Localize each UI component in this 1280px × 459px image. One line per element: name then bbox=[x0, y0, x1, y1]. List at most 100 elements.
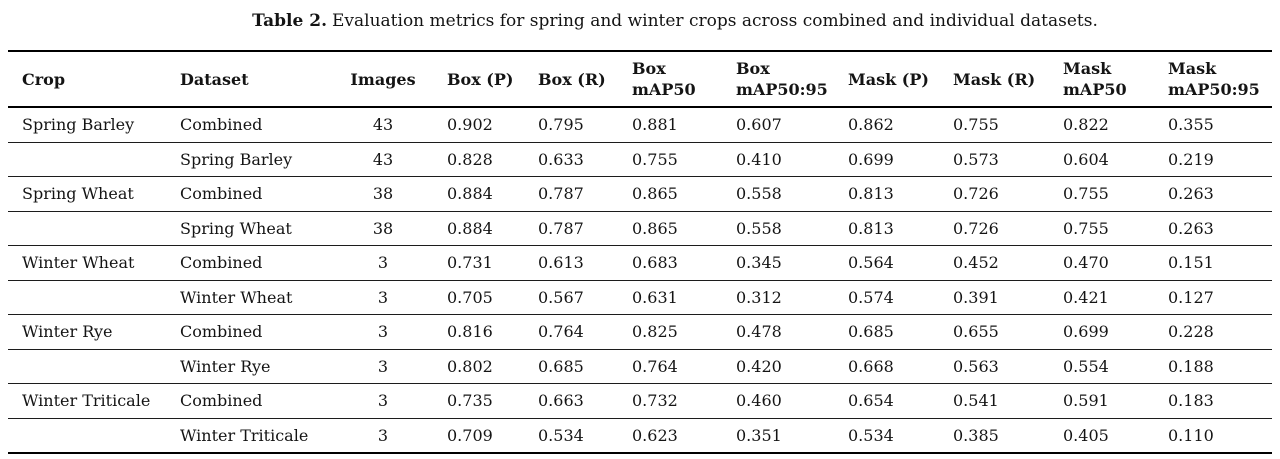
table-row: Winter Triticale 3 0.709 0.534 0.623 0.351 0.5… bbox=[8, 418, 1272, 453]
table-cell: Winter Wheat bbox=[8, 245, 166, 281]
table-cell: 38 bbox=[333, 211, 433, 246]
table-cell: 0.902 bbox=[433, 107, 524, 143]
evaluation-metrics-table: Crop Dataset Images Box (P) Box (R) Box mAP50… bbox=[8, 50, 1272, 454]
table-cell: Combined bbox=[166, 383, 333, 419]
table-cell: 0.312 bbox=[722, 280, 834, 315]
column-header-1: Dataset bbox=[166, 51, 333, 108]
table-cell bbox=[8, 142, 166, 177]
table-cell: 0.420 bbox=[722, 349, 834, 384]
table-cell: 0.685 bbox=[524, 349, 618, 384]
table-cell: 0.534 bbox=[848, 425, 894, 445]
table-cell: 0.470 bbox=[1049, 245, 1154, 281]
table-cell: 0.685 bbox=[834, 314, 939, 350]
table-cell: Winter Rye bbox=[8, 314, 166, 350]
table-cell: 0.110 bbox=[1168, 425, 1214, 445]
table-cell: 43 bbox=[333, 142, 433, 177]
table-cell: 0.574 bbox=[834, 280, 939, 315]
table-cell: 0.219 bbox=[1154, 142, 1272, 177]
table-cell: 0.884 bbox=[433, 176, 524, 212]
table-cell: 0.391 bbox=[939, 280, 1049, 315]
column-header-3: Box (P) bbox=[433, 51, 524, 108]
table-cell: 0.683 bbox=[618, 245, 722, 281]
table-cell: 3 bbox=[333, 314, 433, 350]
table-caption-text: Evaluation metrics for spring and winter… bbox=[332, 11, 1098, 31]
column-header-2: Images bbox=[333, 51, 433, 108]
table-caption-label: Table 2. bbox=[252, 11, 327, 31]
table-row: Winter Wheat 3 0.705 0.567 0.631 0.312 0.574 0.… bbox=[8, 280, 1272, 315]
table-cell: 3 bbox=[333, 383, 433, 419]
table-cell: 0.828 bbox=[433, 142, 524, 177]
column-header-4: Box (R) bbox=[524, 51, 618, 108]
table-row: Winter Rye 3 0.802 0.685 0.764 0.420 0.668 0.56… bbox=[8, 349, 1272, 384]
table-cell: 0.787 bbox=[524, 176, 618, 212]
table-cell: 0.558 bbox=[722, 176, 834, 212]
table-cell bbox=[8, 418, 166, 453]
table-cell: 0.699 bbox=[1049, 314, 1154, 350]
column-header-6: Box mAP50:95 bbox=[722, 51, 834, 108]
table-cell: 0.884 bbox=[433, 211, 524, 246]
table-cell: 0.865 bbox=[618, 176, 722, 212]
table-cell: 0.755 bbox=[1049, 176, 1154, 212]
table-cell: 0.573 bbox=[939, 142, 1049, 177]
table-row: Spring Barley 43 0.828 0.633 0.755 0.410 0.699… bbox=[8, 142, 1272, 177]
table-cell: 0.802 bbox=[433, 349, 524, 384]
table-cell: 0.755 bbox=[618, 142, 722, 177]
table-cell: Spring Barley bbox=[8, 107, 166, 143]
table-cell: 0.591 bbox=[1049, 383, 1154, 419]
column-header-0: Crop bbox=[8, 51, 166, 108]
table-cell: 0.755 bbox=[1049, 211, 1154, 246]
table-cell: 3 bbox=[333, 280, 433, 315]
table-row: Spring Barley Combined 43 0.902 0.795 0.881 0.… bbox=[8, 107, 1272, 143]
column-header-9: Mask mAP50 bbox=[1049, 51, 1154, 108]
table-cell: 0.825 bbox=[618, 314, 722, 350]
table-caption: Table 2. Evaluation metrics for spring an… bbox=[0, 0, 1280, 50]
table-cell: 0.862 bbox=[834, 107, 939, 143]
table-cell: 0.822 bbox=[1049, 107, 1154, 143]
table-cell: 0.554 bbox=[1049, 349, 1154, 384]
table-cell: 0.452 bbox=[939, 245, 1049, 281]
table-row: Spring Wheat 38 0.884 0.787 0.865 0.558 0.813 0… bbox=[8, 211, 1272, 246]
table-cell bbox=[8, 280, 166, 315]
table-cell: 0.563 bbox=[939, 349, 1049, 384]
table-cell: 38 bbox=[333, 176, 433, 212]
table-cell: 0.534 bbox=[538, 425, 584, 445]
table-cell: 0.460 bbox=[722, 383, 834, 419]
table-cell bbox=[8, 211, 166, 246]
table-cell: 0.755 bbox=[939, 107, 1049, 143]
table-cell: 0.699 bbox=[834, 142, 939, 177]
table-cell: 0.623 bbox=[632, 425, 678, 445]
table-cell: 3 bbox=[333, 245, 433, 281]
table-cell: 0.127 bbox=[1154, 280, 1272, 315]
table-cell: 0.881 bbox=[618, 107, 722, 143]
table-cell: 0.865 bbox=[618, 211, 722, 246]
table-cell: 0.183 bbox=[1154, 383, 1272, 419]
table-cell: 0.631 bbox=[618, 280, 722, 315]
table-cell: 0.564 bbox=[834, 245, 939, 281]
table-cell: 0.478 bbox=[722, 314, 834, 350]
table-cell: 0.385 bbox=[953, 425, 999, 445]
table-cell: 0.613 bbox=[524, 245, 618, 281]
table-cell: 43 bbox=[333, 107, 433, 143]
table-cell: 0.795 bbox=[524, 107, 618, 143]
table-cell: 0.668 bbox=[834, 349, 939, 384]
table-cell: 0.654 bbox=[834, 383, 939, 419]
table-cell: 0.732 bbox=[618, 383, 722, 419]
table-cell: Winter Rye bbox=[166, 349, 333, 384]
table-cell: 0.604 bbox=[1049, 142, 1154, 177]
table-cell: Combined bbox=[166, 314, 333, 350]
table-row: Winter Wheat Combined 3 0.731 0.613 0.683 0.34… bbox=[8, 245, 1272, 281]
table-body: Spring Barley Combined 43 0.902 0.795 0.881 0.… bbox=[8, 107, 1272, 453]
column-header-10: Mask mAP50:95 bbox=[1154, 51, 1272, 108]
table-cell: 0.345 bbox=[722, 245, 834, 281]
table-cell: 0.726 bbox=[939, 211, 1049, 246]
table-cell: Combined bbox=[166, 107, 333, 143]
table-cell: 0.726 bbox=[939, 176, 1049, 212]
table-cell: 0.731 bbox=[433, 245, 524, 281]
table-cell: 0.764 bbox=[524, 314, 618, 350]
table-cell: Winter Triticale bbox=[180, 425, 309, 445]
table-cell: 0.813 bbox=[834, 176, 939, 212]
table-cell: 0.813 bbox=[834, 211, 939, 246]
table-cell: 0.263 bbox=[1154, 211, 1272, 246]
column-header-7: Mask (P) bbox=[834, 51, 939, 108]
